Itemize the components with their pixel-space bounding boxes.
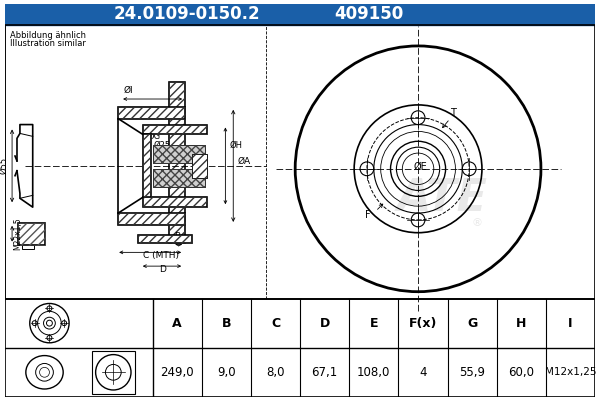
Bar bbox=[118, 107, 185, 119]
Bar bbox=[143, 197, 207, 207]
Text: 249,0: 249,0 bbox=[160, 366, 194, 379]
Text: D: D bbox=[159, 265, 166, 274]
Text: 9,0: 9,0 bbox=[217, 366, 236, 379]
Bar bbox=[192, 154, 207, 178]
Text: ØI: ØI bbox=[123, 86, 133, 95]
Text: H: H bbox=[516, 317, 526, 330]
Bar bbox=[5, 4, 595, 25]
Text: ATE: ATE bbox=[397, 177, 488, 220]
Bar bbox=[143, 124, 207, 134]
Bar bbox=[18, 223, 46, 244]
Bar bbox=[143, 134, 151, 197]
Text: 4: 4 bbox=[419, 366, 427, 379]
Bar bbox=[5, 25, 595, 298]
Text: Ø55: Ø55 bbox=[0, 157, 8, 174]
Text: I: I bbox=[568, 317, 572, 330]
Bar bbox=[192, 154, 207, 178]
Text: ØA: ØA bbox=[237, 156, 250, 166]
Bar bbox=[152, 145, 205, 163]
Text: 55,9: 55,9 bbox=[459, 366, 485, 379]
Bar bbox=[18, 223, 46, 244]
Text: C (MTH): C (MTH) bbox=[143, 251, 179, 260]
Text: G: G bbox=[467, 317, 477, 330]
Text: F: F bbox=[365, 210, 371, 220]
Text: 24.0109-0150.2: 24.0109-0150.2 bbox=[114, 6, 260, 24]
Text: 108,0: 108,0 bbox=[357, 366, 391, 379]
Text: ØH: ØH bbox=[229, 141, 242, 150]
Bar bbox=[138, 235, 192, 242]
Text: ØG: ØG bbox=[148, 131, 161, 140]
Text: Ø25: Ø25 bbox=[154, 141, 171, 150]
Bar bbox=[138, 235, 192, 242]
Bar bbox=[143, 197, 207, 207]
Text: B: B bbox=[221, 317, 231, 330]
Text: D: D bbox=[320, 317, 330, 330]
Bar bbox=[143, 124, 207, 134]
Bar bbox=[5, 25, 595, 298]
Text: C: C bbox=[271, 317, 280, 330]
Text: F(x): F(x) bbox=[409, 317, 437, 330]
Text: A: A bbox=[172, 317, 182, 330]
Bar bbox=[118, 213, 185, 225]
Text: T: T bbox=[450, 108, 456, 118]
Text: Abbildung ähnlich: Abbildung ähnlich bbox=[10, 31, 86, 40]
Bar bbox=[22, 244, 34, 250]
Text: B: B bbox=[174, 232, 180, 241]
Text: 8,0: 8,0 bbox=[266, 366, 285, 379]
Bar bbox=[169, 82, 185, 242]
Text: M22x1,5: M22x1,5 bbox=[13, 217, 22, 250]
Bar bbox=[152, 169, 205, 186]
Text: ®: ® bbox=[472, 218, 482, 228]
Bar bbox=[152, 145, 205, 163]
Bar bbox=[152, 169, 205, 186]
Text: M12x1,25: M12x1,25 bbox=[545, 367, 596, 377]
Text: Illustration similar: Illustration similar bbox=[10, 39, 86, 48]
Text: 67,1: 67,1 bbox=[311, 366, 338, 379]
Text: E: E bbox=[370, 317, 378, 330]
Bar bbox=[5, 298, 595, 397]
Text: ØE: ØE bbox=[413, 162, 427, 172]
Text: 409150: 409150 bbox=[334, 6, 404, 24]
Bar bbox=[169, 82, 185, 242]
Bar bbox=[92, 351, 135, 394]
Bar bbox=[143, 134, 151, 197]
Text: 60,0: 60,0 bbox=[508, 366, 534, 379]
Bar bbox=[118, 213, 185, 225]
Bar bbox=[118, 107, 185, 119]
